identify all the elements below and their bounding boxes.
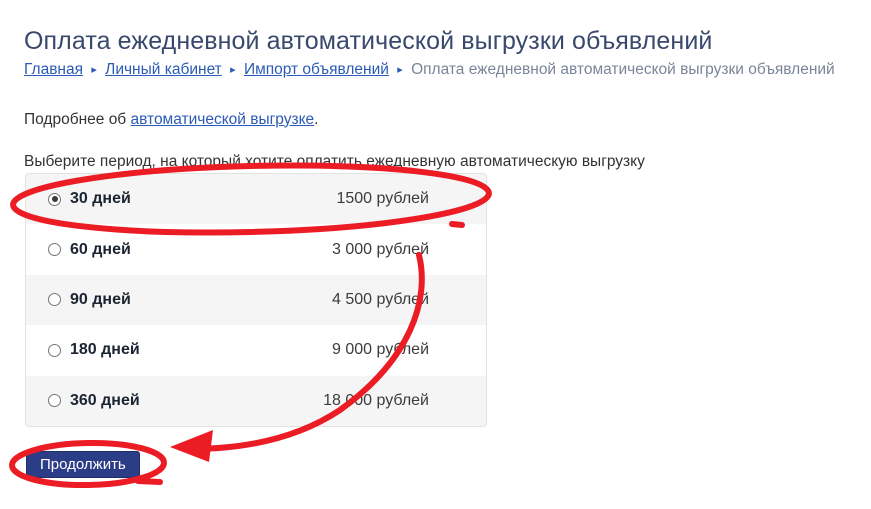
breadcrumb-item-personal-account[interactable]: Личный кабинет (105, 61, 222, 78)
radio-360-days[interactable] (48, 394, 61, 408)
option-price-90-days: 4 500 рублей (332, 290, 429, 308)
choose-period-instruction: Выберите период, на который хотите оплат… (24, 152, 645, 170)
option-price-60-days: 3 000 рублей (332, 240, 429, 258)
option-row-360-days[interactable]: 360 дней 18 000 рублей (26, 375, 486, 426)
breadcrumb-item-import-ads[interactable]: Импорт объявлений (243, 61, 389, 78)
breadcrumb-separator-icon: ▸ (230, 64, 236, 76)
radio-60-days[interactable] (48, 243, 61, 257)
page-title: Оплата ежедневной автоматической выгрузк… (24, 26, 713, 55)
option-label-60-days: 60 дней (70, 240, 131, 258)
option-label-360-days: 360 дней (70, 391, 140, 409)
breadcrumb: Главная ▸ Личный кабинет ▸ Импорт объявл… (24, 60, 835, 81)
radio-30-days[interactable] (48, 192, 61, 206)
more-info-text: Подробнее об автоматической выгрузке. (24, 110, 318, 130)
option-row-180-days[interactable]: 180 дней 9 000 рублей (26, 325, 486, 376)
breadcrumb-item-current: Оплата ежедневной автоматической выгрузк… (411, 61, 835, 78)
option-label-180-days: 180 дней (70, 341, 140, 359)
option-price-180-days: 9 000 рублей (332, 341, 429, 359)
annotation-arrow-head (170, 430, 213, 462)
option-price-30-days: 1500 рублей (336, 190, 429, 208)
option-row-60-days[interactable]: 60 дней 3 000 рублей (26, 224, 486, 275)
option-row-90-days[interactable]: 90 дней 4 500 рублей (26, 274, 486, 326)
annotation-ellipse-button-tail (135, 478, 163, 485)
radio-90-days[interactable] (48, 293, 61, 307)
breadcrumb-separator-icon: ▸ (397, 64, 403, 76)
option-label-30-days: 30 дней (70, 190, 131, 208)
period-option-list: 30 дней 1500 рублей 60 дней 3 000 рублей… (25, 173, 487, 427)
breadcrumb-item-home[interactable]: Главная (24, 61, 83, 78)
more-info-suffix: . (314, 110, 319, 128)
automatic-upload-link[interactable]: автоматической выгрузке (130, 110, 315, 128)
more-info-prefix: Подробнее об (24, 110, 131, 128)
breadcrumb-separator-icon: ▸ (91, 64, 97, 76)
option-label-90-days: 90 дней (70, 290, 131, 308)
option-row-30-days[interactable]: 30 дней 1500 рублей (26, 174, 486, 225)
option-price-360-days: 18 000 рублей (323, 391, 429, 409)
radio-180-days[interactable] (48, 343, 61, 357)
continue-button[interactable]: Продолжить (26, 451, 140, 478)
